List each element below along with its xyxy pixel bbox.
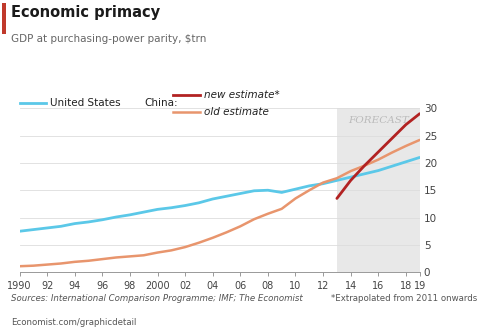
Text: FORECAST: FORECAST bbox=[348, 116, 408, 125]
Bar bbox=[337, 108, 420, 272]
Text: GDP at purchasing-power parity, $trn: GDP at purchasing-power parity, $trn bbox=[11, 34, 206, 44]
Text: China:: China: bbox=[144, 98, 178, 108]
Text: Sources: International Comparison Programme; IMF; The Economist: Sources: International Comparison Progra… bbox=[11, 294, 303, 302]
Text: new estimate*: new estimate* bbox=[204, 90, 280, 100]
Text: old estimate: old estimate bbox=[204, 107, 269, 116]
Text: Economic primacy: Economic primacy bbox=[11, 5, 160, 20]
Text: Economist.com/graphicdetail: Economist.com/graphicdetail bbox=[11, 318, 136, 327]
Text: United States: United States bbox=[50, 98, 121, 108]
Text: *Extrapolated from 2011 onwards: *Extrapolated from 2011 onwards bbox=[331, 294, 477, 302]
